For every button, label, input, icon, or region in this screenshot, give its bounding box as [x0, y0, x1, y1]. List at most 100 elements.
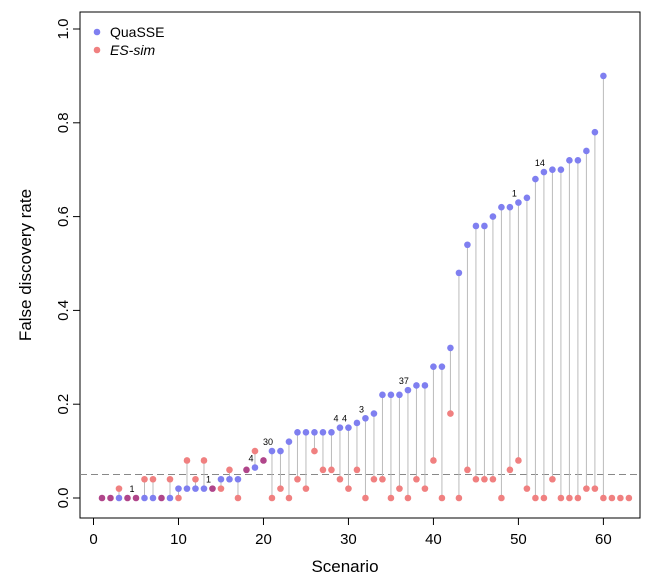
quasse-point	[217, 475, 225, 483]
quasse-point	[566, 157, 573, 164]
essim-point	[430, 457, 437, 464]
point-annotation: 1	[512, 189, 517, 199]
quasse-point	[328, 429, 335, 436]
essim-point	[566, 494, 573, 502]
quasse-point	[532, 175, 539, 183]
quasse-point	[574, 157, 582, 164]
x-tick-label: 30	[340, 531, 357, 548]
essim-point	[141, 475, 148, 483]
essim-point	[396, 485, 403, 492]
overlap-point	[98, 494, 106, 502]
essim-point	[438, 494, 446, 502]
quasse-point	[149, 494, 157, 502]
quasse-point	[591, 128, 599, 136]
point-annotation: 4	[333, 414, 338, 424]
quasse-point	[557, 166, 565, 173]
essim-point	[302, 485, 310, 492]
essim-point	[489, 475, 497, 483]
essim-point	[370, 475, 378, 483]
x-tick-label: 10	[170, 531, 187, 548]
essim-point	[540, 494, 548, 502]
quasse-point	[336, 424, 344, 431]
x-tick-label: 20	[255, 531, 272, 548]
essim-point	[481, 475, 488, 483]
essim-point	[200, 457, 208, 464]
essim-point	[506, 466, 514, 474]
y-tick-label: 0.8	[55, 112, 72, 133]
essim-point	[311, 447, 318, 455]
essim-point	[175, 494, 182, 502]
y-tick-label: 0.0	[55, 488, 72, 509]
overlap-point	[243, 466, 250, 474]
x-axis-title: Scenario	[311, 557, 378, 576]
overlap-point	[124, 494, 131, 502]
essim-point	[234, 494, 242, 502]
essim-point	[583, 485, 590, 492]
essim-point	[557, 494, 565, 502]
point-annotation: 14	[535, 158, 545, 168]
y-tick-label: 1.0	[55, 19, 72, 40]
essim-point	[455, 494, 463, 502]
point-annotation: 3	[359, 404, 364, 414]
essim-point	[591, 485, 599, 492]
y-axis-title: False discovery rate	[16, 189, 35, 341]
essim-point	[472, 475, 480, 483]
legend-label: ES-sim	[110, 42, 155, 58]
quasse-point	[379, 391, 386, 399]
quasse-point	[268, 447, 276, 455]
overlap-point	[209, 485, 216, 492]
essim-point	[217, 485, 225, 492]
legend: QuaSSE ES-sim	[93, 24, 164, 58]
quasse-point	[515, 199, 522, 206]
quasse-point	[489, 213, 497, 220]
plot-frame	[79, 11, 641, 519]
quasse-point	[141, 494, 148, 502]
quasse-point	[183, 485, 191, 492]
quasse-point	[277, 447, 284, 455]
essim-point	[447, 410, 454, 417]
quasse-point	[438, 363, 446, 370]
quasse-point	[396, 391, 403, 399]
x-tick-label: 50	[510, 531, 527, 548]
y-tick-label: 0.6	[55, 206, 72, 227]
essim-point	[345, 485, 352, 492]
quasse-point	[234, 475, 242, 483]
quasse-point	[192, 485, 199, 492]
quasse-point	[319, 429, 327, 436]
quasse-point	[583, 147, 590, 155]
essim-point	[404, 494, 412, 502]
essim-point	[251, 447, 259, 455]
x-axis: 0 10 20 30 40 50 60	[89, 518, 612, 548]
quasse-point	[302, 429, 310, 436]
quasse-point	[387, 391, 395, 399]
y-tick-label: 0.4	[55, 300, 72, 321]
quasse-point	[166, 494, 174, 502]
quasse-point	[472, 222, 480, 230]
quasse-point	[413, 382, 420, 389]
quasse-point	[421, 382, 429, 389]
essim-point	[464, 466, 471, 474]
y-tick-label: 0.2	[55, 394, 72, 415]
essim-point	[319, 466, 327, 474]
x-tick-label: 40	[425, 531, 442, 548]
overlap-point	[132, 494, 140, 502]
essim-point	[226, 466, 233, 474]
quasse-point	[455, 269, 463, 277]
essim-point	[294, 475, 301, 483]
x-tick-label: 0	[89, 531, 97, 548]
quasse-point	[311, 429, 318, 436]
overlap-point	[107, 494, 114, 502]
quasse-point	[600, 72, 607, 80]
quasse-point	[370, 410, 378, 417]
quasse-point	[353, 419, 361, 427]
quasse-point	[345, 424, 352, 431]
essim-point	[413, 475, 420, 483]
essim-point	[600, 494, 607, 502]
essim-point	[532, 494, 539, 502]
points-layer	[98, 72, 633, 502]
essim-point	[379, 475, 386, 483]
essim-point	[498, 494, 505, 502]
quasse-point	[362, 414, 369, 422]
quasse-point	[404, 386, 412, 394]
